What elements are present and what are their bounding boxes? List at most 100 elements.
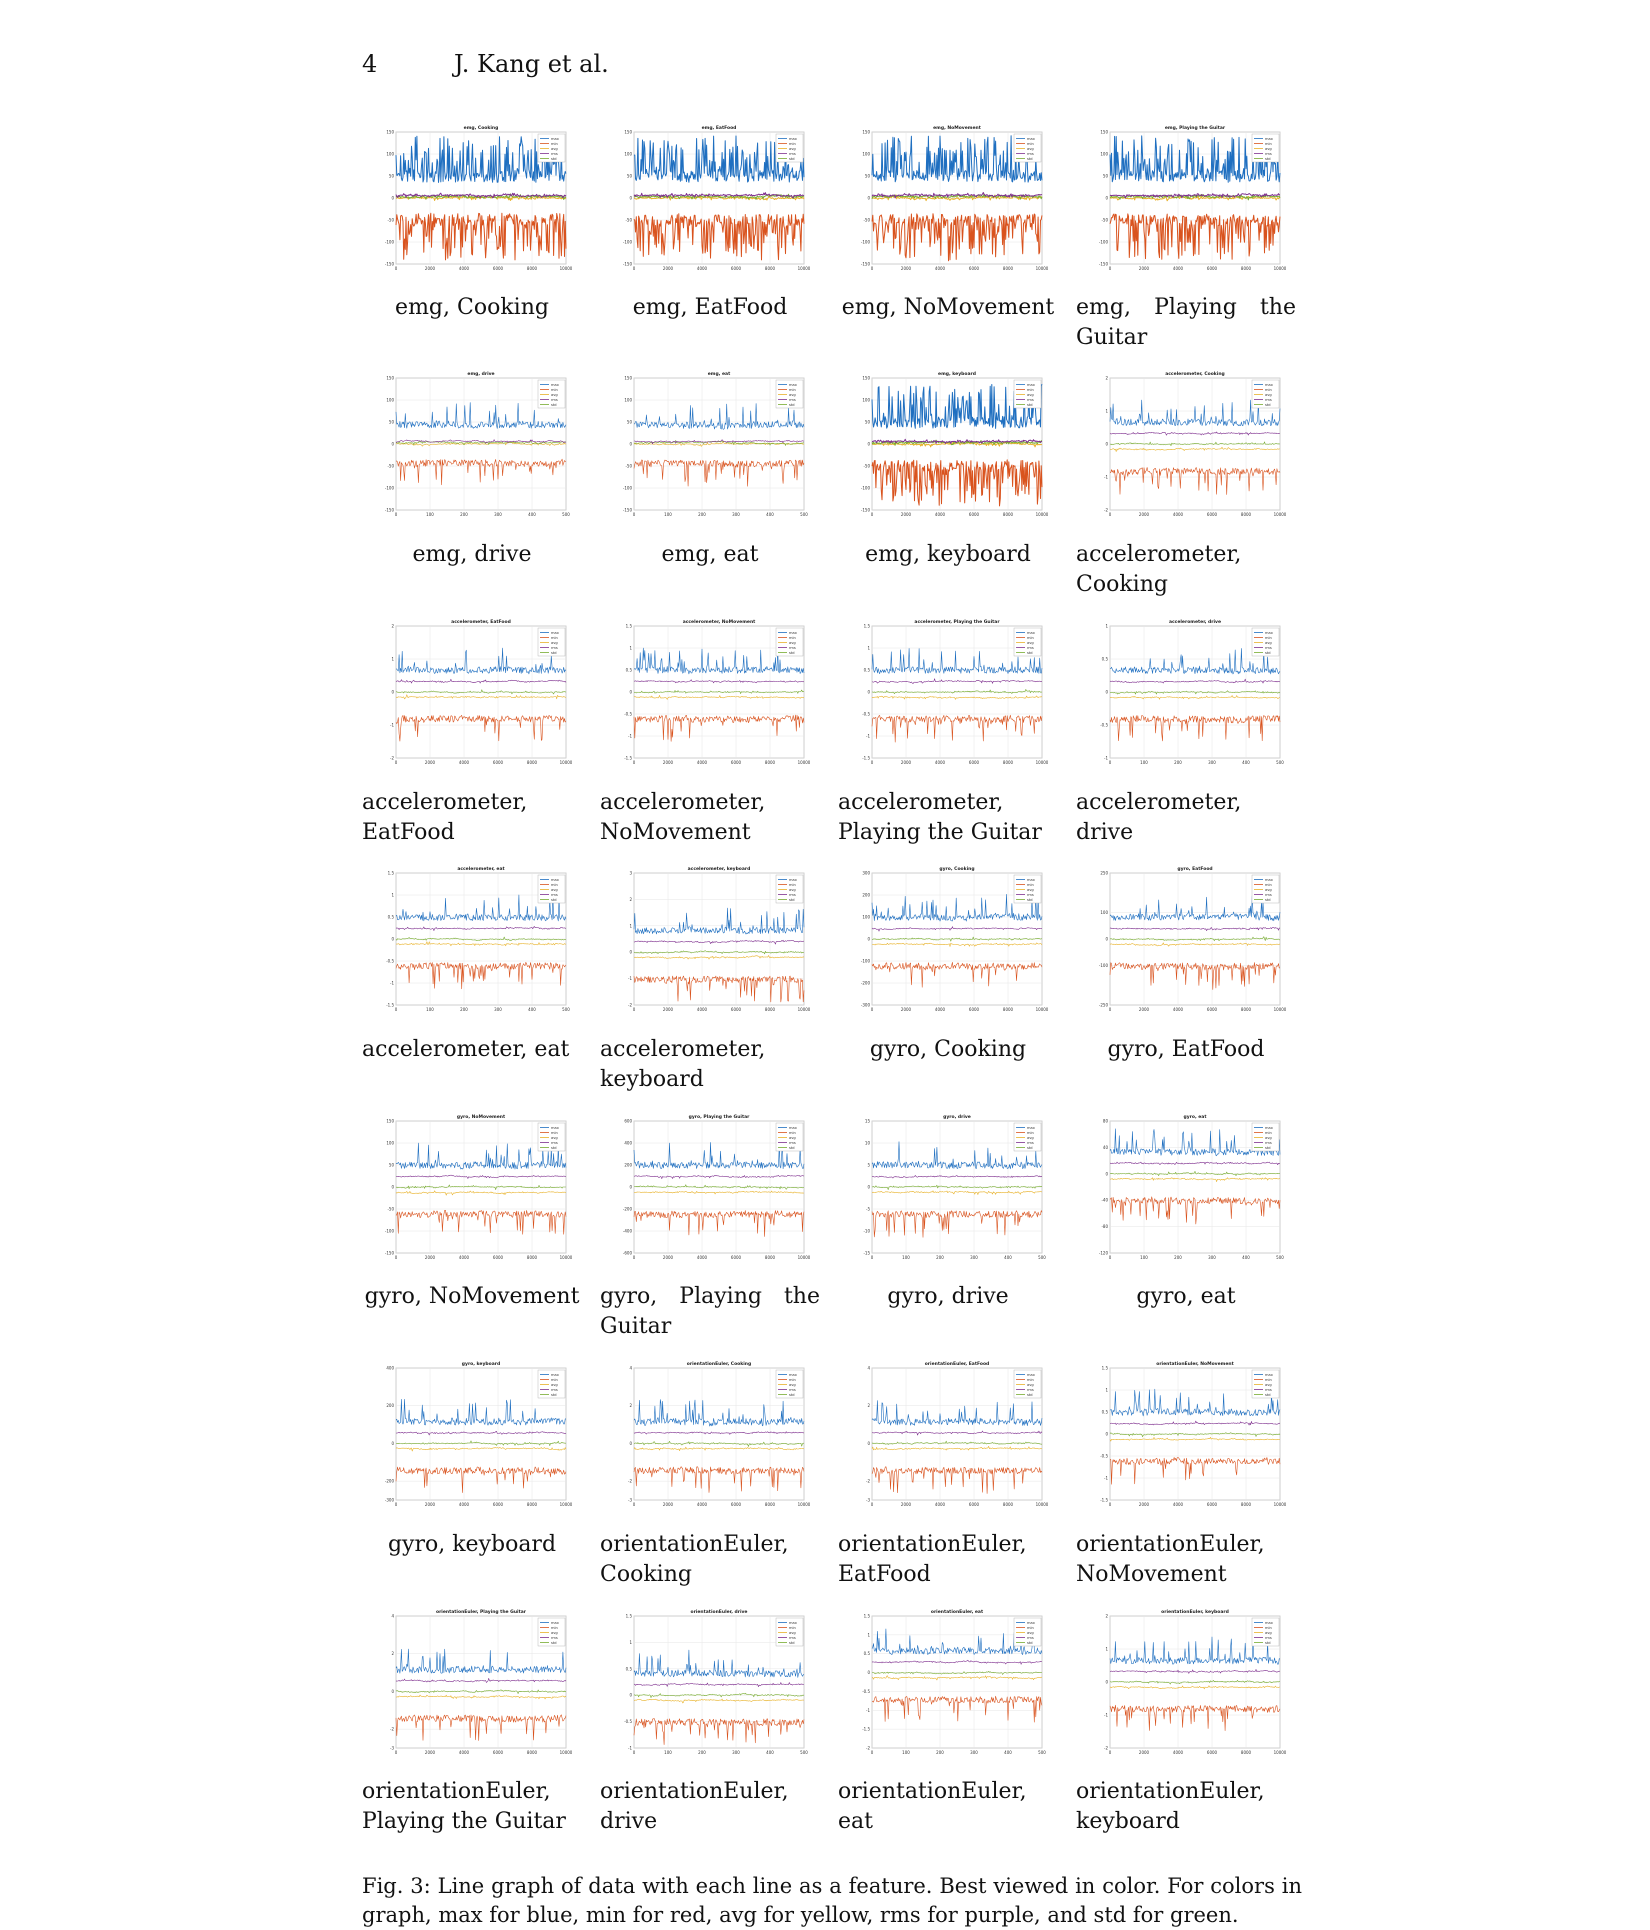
- y-tick-label: -150: [623, 262, 633, 267]
- legend-entry: avg: [551, 393, 558, 397]
- series-min: [871, 714, 1043, 743]
- x-tick-label: 300: [494, 512, 502, 517]
- series-rms: [1109, 927, 1280, 931]
- figure-caption: Fig. 3: Line graph of data with each lin…: [362, 1874, 1302, 1927]
- y-tick-label: -100: [623, 486, 633, 491]
- x-tick-label: 500: [1038, 1255, 1046, 1260]
- series-max: [395, 1142, 567, 1170]
- legend-entry: min: [1265, 636, 1272, 640]
- legend-entry: min: [789, 1378, 796, 1382]
- y-tick-label: 1.5: [864, 624, 871, 629]
- line-chart: gyro, Playing the Guitar6004002000-200-4…: [623, 1114, 810, 1260]
- y-tick-label: -0.5: [624, 712, 632, 717]
- y-tick-label: 100: [1100, 152, 1108, 157]
- y-tick-label: -300: [861, 1003, 871, 1008]
- series-min: [633, 1466, 805, 1493]
- x-tick-label: 4000: [935, 512, 946, 517]
- series-std: [871, 1671, 1043, 1675]
- y-tick-label: -100: [1099, 963, 1109, 968]
- y-tick-label: 600: [624, 1119, 632, 1124]
- y-tick-label: 2: [391, 1651, 394, 1656]
- subfigure: gyro, eat 80 40 0 -40 -80 -120 0 100 200 300 400 500…: [1076, 0, 1296, 1309]
- y-tick-label: 1: [867, 646, 870, 651]
- legend-entry: max: [789, 1126, 798, 1130]
- chart-title: orientationEuler, Playing the Guitar: [436, 1609, 527, 1615]
- legend-entry: rms: [1265, 1636, 1272, 1640]
- legend-entry: rms: [789, 1636, 796, 1640]
- x-tick-label: 8000: [1241, 266, 1252, 271]
- chart-title: emg, drive: [467, 371, 494, 377]
- y-tick-label: 0.5: [626, 668, 633, 673]
- subfigure-caption: orientationEuler, drive: [600, 1779, 789, 1834]
- legend-entry: max: [789, 878, 798, 882]
- y-tick-label: -3: [390, 1746, 394, 1751]
- y-tick-label: 1.5: [864, 1614, 871, 1619]
- y-tick-label: 1: [1105, 409, 1108, 414]
- series-rms: [871, 1430, 1043, 1436]
- x-tick-label: 100: [426, 512, 434, 517]
- y-tick-label: -2: [866, 1479, 870, 1484]
- legend-entry: max: [1265, 137, 1274, 141]
- series-avg: [633, 1698, 805, 1704]
- y-tick-label: 0: [1105, 1432, 1108, 1437]
- x-tick-label: 500: [800, 1750, 808, 1755]
- x-tick-label: 10000: [1036, 760, 1048, 765]
- legend-entry: min: [789, 883, 796, 887]
- y-tick-label: 2: [867, 1403, 870, 1408]
- y-tick-label: 0: [1105, 937, 1108, 942]
- legend-entry: rms: [1265, 1141, 1272, 1145]
- legend-entry: max: [551, 1126, 560, 1130]
- x-tick-label: 2000: [901, 1502, 912, 1507]
- subfigure: accelerometer, drive 1 0.5 0 -0.5 -1 0 100 200 30…: [1076, 0, 1296, 845]
- chart-title: gyro, Playing the Guitar: [689, 1114, 751, 1120]
- y-tick-label: -400: [623, 1229, 633, 1234]
- x-tick-label: 6000: [1207, 266, 1218, 271]
- legend-entry: std: [1265, 1641, 1271, 1645]
- series-rms: [634, 1175, 804, 1179]
- legend-entry: avg: [551, 641, 558, 645]
- x-tick-label: 2000: [663, 1255, 674, 1260]
- legend-entry: avg: [1265, 1383, 1272, 1387]
- x-tick-label: 0: [871, 1255, 874, 1260]
- line-chart: orientationEuler, Playing the Guitar420-…: [390, 1609, 572, 1755]
- legend-entry: std: [551, 898, 557, 902]
- legend-entry: min: [1265, 142, 1272, 146]
- series-avg: [1109, 942, 1281, 947]
- y-tick-label: -2: [1104, 1746, 1108, 1751]
- series-rms: [395, 192, 567, 199]
- x-tick-label: 2000: [1139, 1750, 1150, 1755]
- legend-entry: min: [551, 388, 558, 392]
- legend-entry: std: [1027, 157, 1033, 161]
- x-tick-label: 300: [970, 1255, 978, 1260]
- x-tick-label: 6000: [969, 760, 980, 765]
- y-tick-label: -2: [1104, 508, 1108, 513]
- x-tick-label: 6000: [731, 760, 742, 765]
- legend-entry: min: [551, 142, 558, 146]
- legend-entry: max: [1265, 1126, 1274, 1130]
- series-rms: [633, 1431, 805, 1435]
- legend-entry: max: [551, 878, 560, 882]
- y-tick-label: 4: [629, 1366, 632, 1371]
- series-max: [633, 907, 805, 935]
- legend-entry: max: [1265, 1621, 1274, 1625]
- legend-entry: avg: [1027, 1383, 1034, 1387]
- series-min: [633, 1210, 805, 1237]
- series-std: [395, 1689, 567, 1694]
- y-tick-label: 150: [624, 130, 632, 135]
- series-std: [395, 936, 567, 941]
- chart-title: emg, keyboard: [938, 371, 976, 377]
- y-tick-label: 0: [391, 1441, 394, 1446]
- series-avg: [871, 440, 1043, 448]
- x-tick-label: 300: [732, 1750, 740, 1755]
- subfigure-caption: emg, drive: [412, 542, 532, 567]
- x-tick-label: 2000: [425, 266, 436, 271]
- series-min: [395, 962, 567, 990]
- y-tick-label: 100: [862, 398, 870, 403]
- legend-entry: min: [1027, 1378, 1034, 1382]
- y-tick-label: -250: [1099, 1003, 1109, 1008]
- subfigure: gyro, EatFood 250 100 0 -100 -250 0 2000 4000 600…: [1076, 0, 1296, 1062]
- x-tick-label: 8000: [1003, 1502, 1014, 1507]
- legend-entry: avg: [789, 888, 796, 892]
